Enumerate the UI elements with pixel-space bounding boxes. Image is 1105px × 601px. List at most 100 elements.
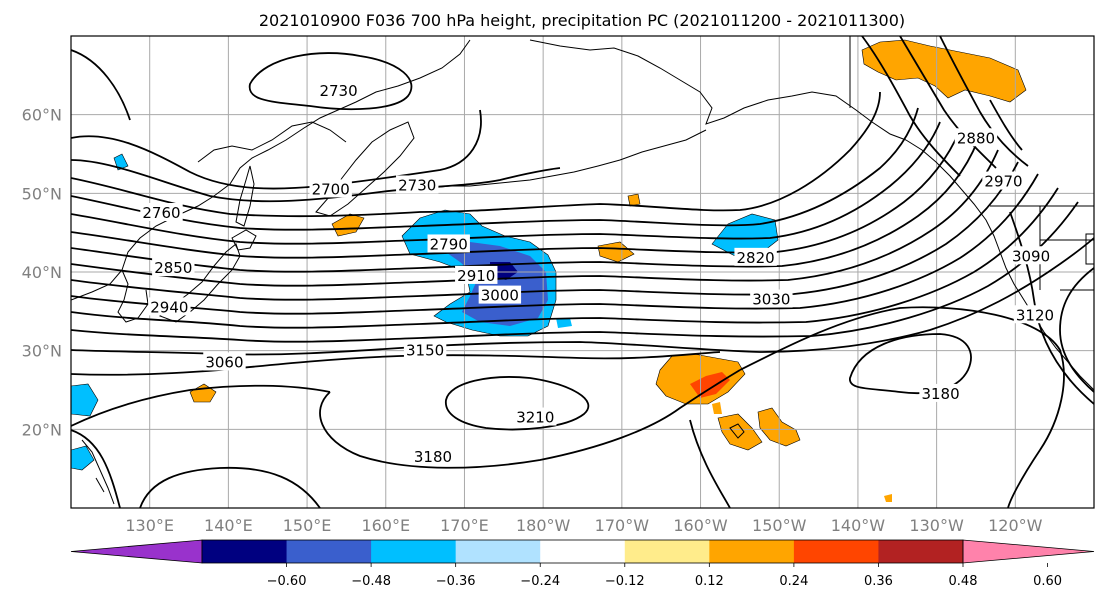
precip-negative-small-2	[556, 318, 572, 328]
colorbar-segment	[371, 540, 457, 563]
contour-label-bg	[148, 297, 191, 316]
contour-label: 3150	[406, 342, 444, 360]
contour-label: 2940	[150, 298, 188, 316]
contour-3180-east	[849, 333, 972, 395]
coast-okhotsk	[197, 121, 347, 163]
colorbar-tick-label: −0.48	[351, 574, 391, 589]
colorbar-tick-label: 0.12	[695, 574, 724, 589]
colorbar: −0.60 −0.48 −0.36 −0.24 −0.12 0.12 0.24 0.36 0.4…	[70, 539, 1095, 589]
lon-tick-label: 140°E	[204, 516, 253, 535]
contour-label-bg	[982, 171, 1025, 190]
colorbar-extend-max	[962, 539, 1095, 564]
lon-tick-label: 170°E	[440, 516, 489, 535]
contour-labels: 2730 2700 2730 2760 2790 2850 2910 3000 2940 3060…	[140, 81, 1057, 466]
coast-na-west	[905, 139, 1094, 391]
gridlines	[71, 36, 1094, 508]
lat-tick-label: 40°N	[22, 263, 62, 282]
contour-label: 3180	[921, 385, 959, 403]
colorbar-segment	[878, 540, 964, 563]
contour-label-bg	[455, 265, 498, 284]
precip-positive-small	[627, 193, 641, 207]
contour-label-bg	[1013, 305, 1057, 324]
colorbar-segment	[624, 540, 710, 563]
coast-kamchatka	[315, 121, 415, 217]
contour-label: 2970	[984, 173, 1022, 191]
lon-axis: 130°E 140°E 150°E 160°E 170°E 180°W 170°W 160°W…	[125, 516, 1042, 535]
contour-label-bg	[403, 340, 447, 359]
lon-tick-label: 120°W	[988, 516, 1043, 535]
contour-ring-6	[71, 149, 999, 287]
contour-3090	[1059, 267, 1094, 393]
contour-label-bg	[396, 175, 439, 194]
contour-outer-south	[71, 429, 321, 508]
figure-title: 2021010900 F036 700 hPa height, precipit…	[259, 11, 905, 30]
lat-tick-label: 50°N	[22, 184, 62, 203]
contour-label-bg	[411, 446, 455, 465]
contour-3180-west	[71, 384, 331, 427]
contour-label-bg	[750, 289, 793, 308]
colorbar-segment	[202, 540, 288, 563]
precip-negative-west-1	[71, 383, 99, 417]
contour-label: 3180	[414, 448, 452, 466]
lon-tick-label: 150°W	[752, 516, 807, 535]
colorbar-extend-min	[70, 539, 203, 564]
colorbar-tick-label: −0.24	[520, 574, 560, 589]
contour-label-bg	[317, 81, 360, 100]
contour-3150	[71, 351, 721, 376]
contour-label-bg	[514, 407, 557, 426]
map-frame	[70, 35, 1095, 509]
precip-positive-alaska	[861, 39, 1027, 103]
contour-label-bg	[309, 179, 352, 198]
colorbar-segment	[709, 540, 795, 563]
contour-label-bg	[919, 383, 962, 402]
contour-label: 2730	[398, 176, 436, 194]
contour-label: 2820	[737, 249, 775, 267]
contour-label: 3030	[752, 291, 790, 309]
contour-canada	[71, 36, 1029, 177]
contour-ring-3	[71, 121, 941, 245]
contour-ring-9	[71, 187, 1059, 329]
coast-philippines	[81, 439, 115, 505]
precip-positive-hawaii-s	[717, 413, 763, 451]
coast-sakhalin	[235, 165, 255, 227]
colorbar-tick-label: 0.24	[779, 574, 808, 589]
colorbar-segment	[540, 540, 626, 563]
precip-negative-west-2	[71, 445, 95, 471]
lon-tick-label: 180°W	[516, 516, 571, 535]
contour-label: 2790	[430, 235, 468, 253]
contour-label: 3060	[205, 353, 243, 371]
contour-label-bg	[1009, 246, 1053, 265]
colorbar-segment	[455, 540, 541, 563]
contour-label-bg	[152, 258, 195, 277]
contour-ring-7	[71, 161, 1019, 301]
contour-ring-2	[71, 107, 919, 231]
colorbar-segment	[793, 540, 879, 563]
contour-label: 2880	[957, 129, 995, 147]
contour-label-bg	[140, 203, 183, 221]
lat-axis: 20°N 30°N 40°N 50°N 60°N	[22, 106, 62, 440]
colorbar-tick-label: 0.60	[1033, 574, 1062, 589]
contour-label: 3210	[516, 409, 554, 427]
contour-2730-low	[248, 52, 413, 111]
contour-ring-4	[71, 129, 961, 259]
lat-tick-label: 20°N	[22, 420, 62, 439]
contour-label: 2760	[142, 204, 180, 222]
boundary-canada-us	[849, 36, 1094, 265]
precip-positive-tiny-2	[712, 402, 722, 414]
coast-asia-mainland	[71, 39, 471, 301]
precip-negative-small	[113, 153, 129, 171]
contour-label-bg	[427, 234, 470, 253]
lon-tick-label: 160°E	[361, 516, 410, 535]
contour-ring-5	[71, 139, 979, 273]
contour-label: 2850	[154, 259, 192, 277]
contour-label-bg	[734, 247, 777, 266]
colorbar-tick-label: −0.12	[605, 574, 645, 589]
lat-tick-label: 60°N	[22, 106, 62, 125]
contour-label-bg	[954, 128, 998, 147]
coast-alaska	[529, 39, 907, 141]
contour-3210	[445, 376, 590, 431]
precip-positive-tiny-1	[884, 494, 892, 502]
colorbar-tick-label: 0.36	[864, 574, 893, 589]
contour-ring-1	[71, 91, 881, 218]
